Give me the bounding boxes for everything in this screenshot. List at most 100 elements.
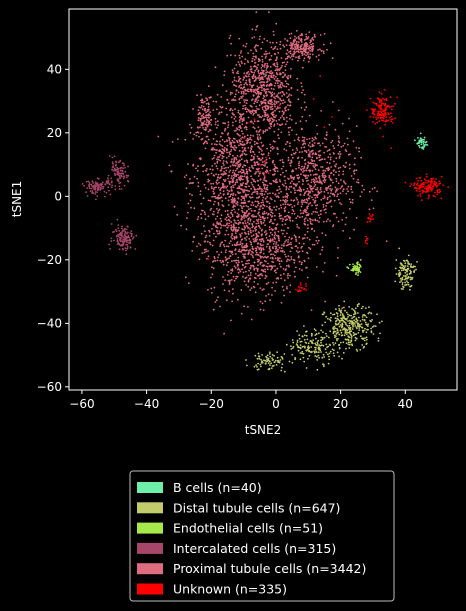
data-point <box>265 161 268 164</box>
data-point <box>303 39 306 41</box>
data-point <box>333 195 336 197</box>
data-point <box>268 157 271 160</box>
data-point <box>342 341 345 344</box>
data-point <box>365 235 367 238</box>
data-point <box>275 75 277 78</box>
data-point <box>244 222 247 225</box>
data-point <box>357 178 359 181</box>
data-point <box>230 201 233 204</box>
data-point <box>255 233 258 236</box>
data-point <box>319 75 322 78</box>
data-point <box>261 233 263 236</box>
data-point <box>330 166 332 168</box>
data-point <box>294 235 297 238</box>
data-point <box>260 47 263 50</box>
data-point <box>219 217 222 220</box>
data-point <box>277 96 280 99</box>
data-point <box>111 168 113 171</box>
data-point <box>280 190 282 193</box>
data-point <box>284 210 286 213</box>
data-point <box>223 167 226 170</box>
data-point <box>307 257 310 260</box>
data-point <box>404 272 407 274</box>
data-point <box>303 334 306 337</box>
data-point <box>124 235 127 238</box>
data-point <box>298 260 301 263</box>
data-point <box>276 122 279 125</box>
data-point <box>317 193 320 196</box>
data-point <box>249 110 252 112</box>
data-point <box>311 341 313 343</box>
data-point <box>246 189 249 192</box>
data-point <box>233 265 236 268</box>
data-point <box>370 330 373 332</box>
data-point <box>86 195 89 197</box>
data-point <box>344 329 347 332</box>
data-point <box>215 165 218 168</box>
data-point <box>232 181 234 184</box>
data-point <box>249 151 252 154</box>
data-point <box>421 199 423 202</box>
data-point <box>290 94 293 97</box>
data-point <box>263 105 266 108</box>
data-point <box>296 341 299 343</box>
data-point <box>321 356 324 359</box>
data-point <box>268 202 271 205</box>
data-point <box>311 156 314 159</box>
data-point <box>242 275 244 278</box>
data-point <box>118 239 121 241</box>
data-point <box>287 126 290 129</box>
data-point <box>350 337 353 339</box>
data-point <box>212 147 215 149</box>
data-point <box>272 282 275 284</box>
data-point <box>282 199 284 202</box>
data-point <box>338 309 341 312</box>
data-point <box>193 175 196 178</box>
data-point <box>284 182 287 185</box>
data-point <box>309 49 311 52</box>
data-point <box>228 283 231 285</box>
data-point <box>255 171 257 173</box>
data-point <box>348 347 351 349</box>
data-point <box>303 345 306 348</box>
data-point <box>280 86 283 89</box>
data-point <box>284 269 287 271</box>
data-point <box>222 183 225 186</box>
data-point <box>279 85 282 88</box>
data-point <box>308 142 311 144</box>
data-point <box>241 228 244 231</box>
data-point <box>308 47 311 49</box>
data-point <box>245 92 247 95</box>
data-point <box>227 102 230 105</box>
data-point <box>264 102 267 105</box>
data-point <box>215 181 218 184</box>
data-point <box>422 148 425 150</box>
data-point <box>307 149 310 152</box>
data-point <box>296 339 299 342</box>
data-point <box>228 151 231 154</box>
data-point <box>252 109 254 112</box>
data-point <box>274 59 277 62</box>
data-point <box>254 173 256 175</box>
data-point <box>276 359 279 362</box>
data-point <box>262 288 265 291</box>
data-point <box>214 218 217 220</box>
data-point <box>256 190 259 193</box>
data-point <box>127 165 129 168</box>
data-point <box>191 194 193 197</box>
data-point <box>225 90 228 92</box>
data-point <box>236 275 239 278</box>
data-point <box>226 261 229 264</box>
data-point <box>213 256 216 258</box>
data-point <box>248 79 251 82</box>
data-point <box>120 232 123 235</box>
data-point <box>233 67 236 70</box>
data-point <box>193 133 196 136</box>
data-point <box>362 314 364 316</box>
data-point <box>410 183 413 185</box>
data-point <box>297 138 299 141</box>
data-point <box>224 122 227 125</box>
data-point <box>254 91 257 94</box>
data-point <box>207 250 209 252</box>
data-point <box>322 50 325 53</box>
